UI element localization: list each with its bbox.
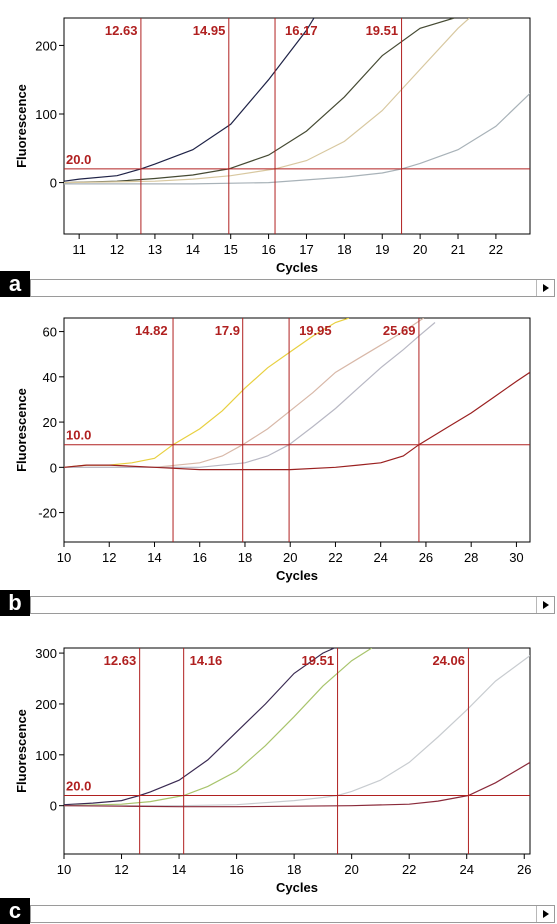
scroll-right-button-c[interactable] bbox=[536, 906, 554, 922]
chart-a-ct-label: 19.51 bbox=[366, 23, 399, 38]
chart-b-x-axis-label: Cycles bbox=[276, 568, 318, 583]
chart-svg-a: 0 100 200 11 12 13 14 15 16 17 18 19 20 21 22 Cycles Flu… bbox=[14, 17, 531, 275]
chart-b-x-tick-label: 20 bbox=[283, 550, 297, 565]
chart-a-plot-area bbox=[63, 17, 531, 235]
chart-c-y-axis-label: Fluorescence bbox=[14, 709, 29, 793]
chart-a-ct-label: 16.17 bbox=[285, 23, 318, 38]
panel-label-b: b bbox=[0, 590, 30, 616]
panel-label-a: a bbox=[0, 271, 30, 297]
chart-b-series-line-4 bbox=[64, 371, 530, 471]
chart-b-y-tick-label: -20 bbox=[38, 506, 57, 521]
chart-b-y-axis-label: Fluorescence bbox=[14, 388, 29, 472]
chart-a-series-line-2 bbox=[64, 18, 455, 184]
chart-b-x-tick-label: 18 bbox=[238, 550, 252, 565]
chart-a-x-tick-label: 11 bbox=[72, 242, 86, 257]
chart-c-y-tick-label: 100 bbox=[35, 748, 57, 763]
chart-b-y-tick-label: 40 bbox=[43, 370, 57, 385]
chart-c-ct-label: 19.51 bbox=[302, 653, 335, 668]
chart-c-series-line-1 bbox=[64, 648, 335, 806]
chart-a-y-tick-label: 0 bbox=[50, 176, 57, 191]
chart-a-x-axis-label: Cycles bbox=[276, 260, 318, 275]
chart-c-x-tick-label: 18 bbox=[287, 862, 301, 877]
chart-a-x-tick-label: 14 bbox=[186, 242, 200, 257]
chart-c-series-line-4 bbox=[64, 761, 530, 808]
arrow-right-icon bbox=[542, 601, 549, 609]
chart-a-x-tick-label: 20 bbox=[413, 242, 427, 257]
chart-c-y-tick-label: 300 bbox=[35, 646, 57, 661]
chart-a-x-tick-label: 18 bbox=[337, 242, 351, 257]
chart-c-ct-label: 12.63 bbox=[104, 653, 137, 668]
chart-c-series-line-2 bbox=[64, 648, 373, 807]
chart-c-x-tick-label: 10 bbox=[57, 862, 71, 877]
chart-c-y-tick-label: 0 bbox=[50, 799, 57, 814]
chart-panel-b: -20 0 20 40 60 10 12 14 16 18 20 22 24 26 28 30 Cycles Fl… bbox=[0, 308, 557, 616]
chart-b-ct-label: 19.95 bbox=[299, 323, 332, 338]
chart-a-x-tick-label: 15 bbox=[223, 242, 237, 257]
arrow-right-icon bbox=[542, 910, 549, 918]
chart-a-x-tick-label: 21 bbox=[451, 242, 465, 257]
chart-b-x-tick-label: 26 bbox=[419, 550, 433, 565]
chart-a-x-tick-label: 22 bbox=[489, 242, 503, 257]
chart-panel-a: 0 100 200 11 12 13 14 15 16 17 18 19 20 21 22 Cycles Flu… bbox=[0, 0, 557, 308]
chart-b-x-tick-label: 10 bbox=[57, 550, 71, 565]
chart-a-x-tick-label: 12 bbox=[110, 242, 124, 257]
chart-c-plot-area bbox=[63, 647, 531, 855]
chart-b-x-tick-label: 22 bbox=[328, 550, 342, 565]
chart-b-x-tick-label: 16 bbox=[192, 550, 206, 565]
chart-c-x-tick-label: 22 bbox=[402, 862, 416, 877]
chart-c-y-tick-label: 200 bbox=[35, 697, 57, 712]
chart-a-x-tick-label: 17 bbox=[299, 242, 313, 257]
chart-b-x-tick-label: 30 bbox=[509, 550, 523, 565]
chart-c-ct-label: 24.06 bbox=[432, 653, 465, 668]
chart-c-x-tick-label: 12 bbox=[114, 862, 128, 877]
chart-b-x-tick-label: 24 bbox=[373, 550, 387, 565]
chart-a-x-tick-label: 19 bbox=[375, 242, 389, 257]
chart-b-y-tick-label: 20 bbox=[43, 415, 57, 430]
chart-c-x-tick-label: 24 bbox=[459, 862, 473, 877]
chart-svg-c: 0 100 200 300 10 12 14 16 18 20 22 24 26 Cycles Fluore… bbox=[14, 646, 531, 895]
chart-b-series-line-2 bbox=[64, 318, 425, 468]
chart-a-series-line-3 bbox=[64, 18, 470, 184]
panel-label-c: c bbox=[0, 898, 30, 924]
chart-a-ct-label: 12.63 bbox=[105, 23, 138, 38]
chart-c-x-tick-label: 14 bbox=[172, 862, 186, 877]
chart-a-x-tick-label: 13 bbox=[148, 242, 162, 257]
chart-b-plot-area bbox=[63, 317, 531, 543]
chart-b-ct-label: 14.82 bbox=[135, 323, 168, 338]
horizontal-scrollbar-c[interactable] bbox=[30, 905, 555, 923]
chart-b-ct-label: 17.9 bbox=[215, 323, 240, 338]
chart-b-x-tick-label: 14 bbox=[147, 550, 161, 565]
horizontal-scrollbar-b[interactable] bbox=[30, 596, 555, 614]
chart-a-series-line-1 bbox=[64, 18, 315, 182]
chart-a-y-tick-label: 200 bbox=[35, 38, 57, 53]
chart-a-threshold-label: 20.0 bbox=[66, 152, 91, 167]
chart-a-series-line-4 bbox=[64, 92, 530, 185]
chart-panel-c: 0 100 200 300 10 12 14 16 18 20 22 24 26 Cycles Fluore… bbox=[0, 616, 557, 924]
arrow-right-icon bbox=[542, 284, 549, 292]
scroll-right-button-a[interactable] bbox=[536, 280, 554, 296]
chart-a-y-axis-label: Fluorescence bbox=[14, 84, 29, 168]
chart-c-series-line-3 bbox=[64, 655, 530, 807]
chart-b-x-tick-label: 12 bbox=[102, 550, 116, 565]
chart-b-ct-label: 25.69 bbox=[383, 323, 416, 338]
chart-c-x-axis-label: Cycles bbox=[276, 880, 318, 895]
chart-a-y-tick-label: 100 bbox=[35, 107, 57, 122]
chart-b-x-tick-label: 28 bbox=[464, 550, 478, 565]
chart-a-x-tick-label: 16 bbox=[261, 242, 275, 257]
chart-c-threshold-label: 20.0 bbox=[66, 779, 91, 794]
chart-c-ct-label: 14.16 bbox=[190, 653, 223, 668]
chart-b-y-tick-label: 60 bbox=[43, 325, 57, 340]
chart-c-x-tick-label: 26 bbox=[517, 862, 531, 877]
scroll-right-button-b[interactable] bbox=[536, 597, 554, 613]
chart-a-ct-label: 14.95 bbox=[193, 23, 226, 38]
horizontal-scrollbar-a[interactable] bbox=[30, 279, 555, 297]
chart-c-x-tick-label: 20 bbox=[344, 862, 358, 877]
chart-svg-b: -20 0 20 40 60 10 12 14 16 18 20 22 24 26 28 30 Cycles Fl… bbox=[14, 317, 531, 583]
chart-b-y-tick-label: 0 bbox=[50, 460, 57, 475]
chart-c-x-tick-label: 16 bbox=[229, 862, 243, 877]
chart-b-threshold-label: 10.0 bbox=[66, 428, 91, 443]
